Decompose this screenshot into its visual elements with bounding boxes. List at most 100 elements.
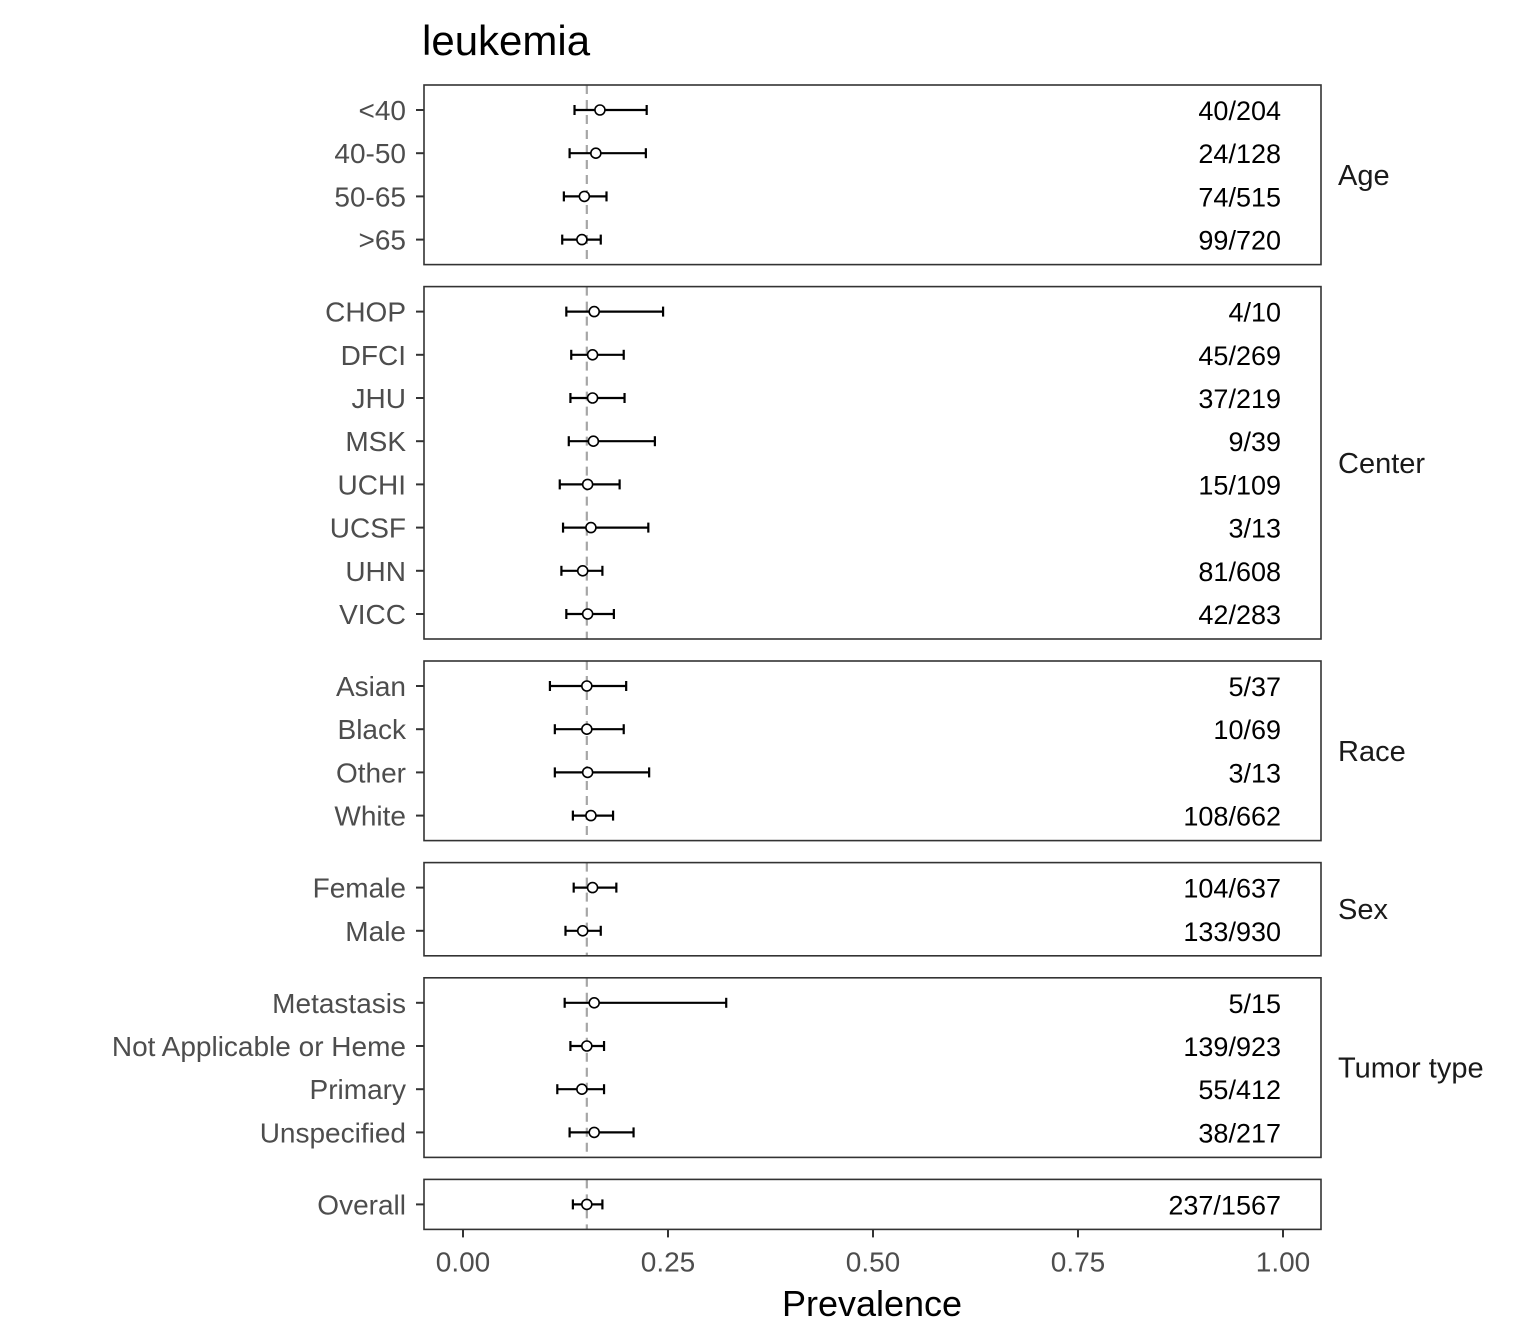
x-axis: 0.00 0.25 0.50 0.75 1.00 (436, 1229, 1310, 1277)
count-label: 10/69 (1213, 715, 1281, 745)
point-estimate (581, 766, 594, 779)
x-tick-label: 0.75 (1051, 1246, 1106, 1277)
panel: Female 104/637 Male 133/930 Sex (313, 861, 1388, 957)
panel-strip-label: Tumor type (1338, 1053, 1484, 1085)
count-label: 104/637 (1183, 874, 1281, 904)
y-tick-label: Primary (310, 1074, 406, 1105)
point-estimate (581, 723, 593, 736)
y-tick-label: Overall (317, 1189, 406, 1220)
point-estimate (576, 924, 589, 937)
point-estimate (581, 680, 593, 692)
y-tick-label: VICC (339, 599, 406, 630)
point-estimate (581, 1040, 593, 1052)
panel: <40 40/204 40-50 24/128 50-65 74/515 >65 99/720… (334, 84, 1390, 266)
point-estimate (586, 392, 599, 404)
point-estimate (581, 1198, 593, 1211)
y-tick-label: >65 (359, 225, 407, 256)
panel-border (423, 976, 1322, 1159)
estimate-row: Not Applicable or Heme 139/923 (112, 1031, 1281, 1062)
count-label: 74/515 (1198, 182, 1281, 212)
point-estimate (586, 881, 599, 894)
point-estimate (588, 1126, 601, 1139)
x-tick-label: 0.00 (436, 1246, 491, 1277)
estimate-row: Unspecified 38/217 (260, 1117, 1281, 1148)
y-tick-label: CHOP (325, 297, 406, 328)
point-estimate (585, 809, 597, 822)
y-tick-label: Black (338, 714, 407, 745)
y-tick-label: 40-50 (334, 138, 406, 169)
panel-border (423, 285, 1322, 640)
estimate-row: UCHI 15/109 (338, 469, 1281, 500)
point-estimate (576, 564, 589, 577)
estimate-row: Overall 237/1567 (317, 1189, 1281, 1220)
y-tick-label: UCSF (330, 513, 406, 544)
count-label: 5/37 (1228, 672, 1281, 702)
y-tick-label: Female (313, 873, 406, 904)
estimate-row: >65 99/720 (359, 225, 1282, 256)
estimate-row: Other 3/13 (336, 757, 1281, 788)
count-label: 133/930 (1183, 917, 1281, 947)
estimate-row: DFCI 45/269 (341, 340, 1281, 371)
count-label: 108/662 (1183, 802, 1281, 832)
panel: Asian 5/37 Black 10/69 Other 3/13 White 108/662… (334, 660, 1406, 842)
estimate-row: <40 40/204 (359, 95, 1282, 126)
count-label: 3/13 (1228, 758, 1281, 788)
count-label: 81/608 (1198, 557, 1281, 587)
point-estimate (581, 478, 594, 491)
estimate-row: 50-65 74/515 (334, 181, 1281, 212)
point-estimate (590, 147, 602, 159)
y-tick-label: Other (336, 757, 406, 788)
panel-strip-label: Age (1338, 160, 1390, 192)
estimate-row: MSK 9/39 (345, 426, 1281, 457)
count-label: 99/720 (1198, 226, 1281, 256)
point-estimate (588, 305, 601, 318)
panel: Overall 237/1567 (317, 1178, 1322, 1231)
y-tick-label: MSK (345, 426, 406, 457)
point-estimate (586, 348, 599, 361)
y-tick-label: White (334, 801, 406, 832)
y-tick-label: JHU (352, 383, 406, 414)
count-label: 5/15 (1228, 989, 1281, 1019)
point-estimate (578, 190, 591, 203)
x-axis-label: Prevalence (782, 1283, 962, 1324)
estimate-row: Metastasis 5/15 (272, 988, 1281, 1019)
panel-strip-label: Race (1338, 736, 1406, 768)
estimate-row: VICC 42/283 (339, 599, 1281, 630)
point-estimate (576, 1083, 588, 1095)
x-tick-label: 0.25 (641, 1246, 696, 1277)
count-label: 3/13 (1228, 514, 1281, 544)
point-estimate (594, 104, 606, 116)
point-estimate (576, 233, 588, 246)
estimate-row: White 108/662 (334, 801, 1281, 832)
y-tick-label: Not Applicable or Heme (112, 1031, 406, 1062)
estimate-row: UCSF 3/13 (330, 513, 1281, 544)
y-tick-label: UCHI (338, 469, 406, 500)
estimate-row: CHOP 4/10 (325, 297, 1281, 328)
count-label: 37/219 (1198, 384, 1281, 414)
count-label: 24/128 (1198, 139, 1281, 169)
y-tick-label: Unspecified (260, 1117, 406, 1148)
estimate-row: Male 133/930 (345, 916, 1281, 947)
count-label: 139/923 (1183, 1032, 1281, 1062)
count-label: 55/412 (1198, 1075, 1281, 1105)
point-estimate (585, 521, 597, 534)
y-tick-label: Metastasis (272, 988, 406, 1019)
panel-border (423, 660, 1322, 842)
panel: CHOP 4/10 DFCI 45/269 JHU 37/219 MSK 9/39 UCHI 15… (325, 285, 1425, 640)
estimate-row: Female 104/637 (313, 873, 1281, 904)
count-label: 45/269 (1198, 341, 1281, 371)
panel: Metastasis 5/15 Not Applicable or Heme 139/… (112, 976, 1484, 1159)
panel-border (423, 861, 1322, 957)
panels: <40 40/204 40-50 24/128 50-65 74/515 >65 99/720… (112, 84, 1484, 1231)
point-estimate (588, 996, 601, 1009)
count-label: 42/283 (1198, 600, 1281, 630)
point-estimate (587, 435, 600, 448)
panel-strip-label: Center (1338, 448, 1425, 480)
panel-strip-label: Sex (1338, 894, 1388, 926)
estimate-row: UHN 81/608 (345, 556, 1281, 587)
point-estimate (581, 608, 594, 620)
estimate-row: JHU 37/219 (352, 383, 1281, 414)
estimate-row: Black 10/69 (338, 714, 1281, 745)
chart-title: leukemia (422, 17, 591, 64)
